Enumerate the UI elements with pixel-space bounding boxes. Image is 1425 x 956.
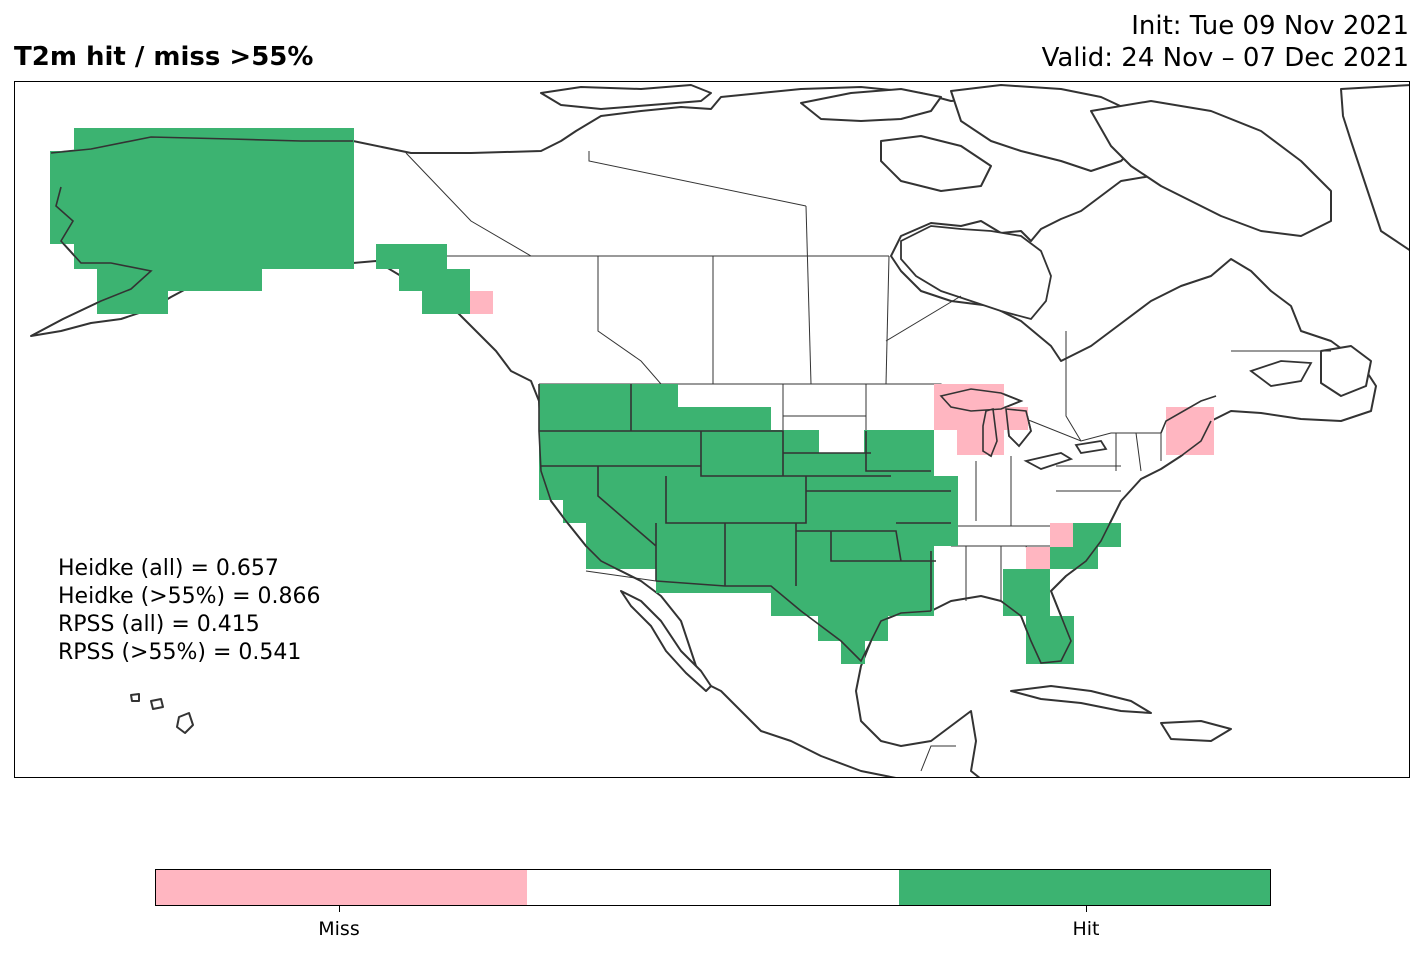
newfoundland <box>1320 345 1372 397</box>
init-date: Init: Tue 09 Nov 2021 <box>1131 11 1409 41</box>
hit-cell <box>1003 569 1050 593</box>
hit-cell <box>97 269 262 291</box>
hit-cell <box>50 151 354 219</box>
hispaniola <box>1160 720 1232 742</box>
rpss-55-score: RPSS (>55%) = 0.541 <box>58 640 302 665</box>
province-border-sk-mb <box>805 205 812 385</box>
arctic-island-4 <box>880 135 992 192</box>
miss-cell <box>1026 547 1050 569</box>
cuba <box>1010 685 1152 714</box>
map-title: T2m hit / miss >55% <box>14 42 314 72</box>
hit-cell <box>864 430 934 453</box>
heidke-55-score: Heidke (>55%) = 0.866 <box>58 584 321 609</box>
hit-cell <box>818 616 888 641</box>
province-border-mb-on <box>885 255 890 385</box>
hit-cell <box>539 453 934 476</box>
arctic-island-2 <box>800 88 942 122</box>
west-coast-overlay <box>538 384 642 582</box>
province-border-on-north <box>885 295 962 342</box>
hit-cell <box>771 593 934 616</box>
hit-cell <box>1050 547 1098 569</box>
alaska-coast-overlay <box>30 136 353 337</box>
hudson-bay <box>900 225 1052 321</box>
florida-overlay <box>1000 520 1112 664</box>
hawaii-island-2 <box>150 698 164 710</box>
hit-cell <box>376 244 447 269</box>
map-svg <box>30 84 1409 777</box>
hit-cell <box>50 219 354 244</box>
valid-range: Valid: 24 Nov – 07 Dec 2021 <box>1041 43 1409 73</box>
maine-overlay <box>1160 395 1217 457</box>
arctic-island-1 <box>540 84 712 110</box>
mexico-guatemala-border <box>920 745 956 772</box>
miss-cell <box>934 384 1004 407</box>
hit-cell <box>539 476 958 500</box>
colorbar-label-hit: Hit <box>1072 918 1100 940</box>
gulf-st-lawrence <box>1249 360 1313 387</box>
territory-border-yt-nt <box>405 152 532 257</box>
province-border-on-qc <box>1065 331 1082 442</box>
hit-cell <box>656 569 934 593</box>
overlay-lines <box>30 136 1217 664</box>
colorbar-label-miss: Miss <box>318 918 360 940</box>
great-lakes-overlay <box>939 388 1032 458</box>
hawaii-island-3 <box>130 693 140 702</box>
hit-cell <box>422 291 470 314</box>
miss-cell <box>470 291 493 314</box>
state-line-east <box>951 456 1121 547</box>
baffin-island <box>1090 100 1332 237</box>
hit-cell <box>74 128 354 151</box>
hit-cell <box>563 500 958 523</box>
greenland-edge <box>1340 84 1409 251</box>
miss-cell <box>1050 523 1073 547</box>
baja-peninsula <box>620 590 712 692</box>
forecast-dates: Init: Tue 09 Nov 2021 Valid: 24 Nov – 07… <box>1042 10 1409 74</box>
map-panel <box>14 81 1410 778</box>
arctic-island-3 <box>950 84 1142 172</box>
colorbar-tick-miss <box>339 906 340 912</box>
rpss-all-score: RPSS (all) = 0.415 <box>58 612 260 637</box>
hit-cell <box>539 407 771 430</box>
lake-ontario <box>1074 440 1108 454</box>
hit-cell <box>1073 523 1121 547</box>
state-line-northeast <box>1115 432 1162 472</box>
hit-cell <box>97 291 168 314</box>
hawaii-big-island <box>176 712 194 734</box>
heidke-all-score: Heidke (all) = 0.657 <box>58 556 279 581</box>
colorbar-neutral-segment <box>527 870 899 905</box>
colorbar <box>155 869 1271 906</box>
territory-border-nt-nu <box>588 151 807 207</box>
gulf-coast-overlay <box>655 580 932 663</box>
colorbar-miss-segment <box>156 870 528 905</box>
province-border-bc-ab <box>597 256 662 385</box>
hit-cell <box>539 430 819 453</box>
lake-erie <box>1023 452 1074 470</box>
colorbar-hit-segment <box>898 870 1270 905</box>
miss-cell <box>934 407 1028 430</box>
state-lines-overlay <box>539 384 951 611</box>
hit-cell <box>1003 593 1050 616</box>
hit-cell <box>74 244 354 269</box>
colorbar-tick-hit <box>1086 906 1087 912</box>
skill-scores: Heidke (all) = 0.657 Heidke (>55%) = 0.8… <box>58 555 321 667</box>
hit-cell <box>586 523 958 546</box>
hit-cell <box>539 384 678 407</box>
hit-cell <box>586 546 934 569</box>
hit-cell <box>399 269 470 291</box>
